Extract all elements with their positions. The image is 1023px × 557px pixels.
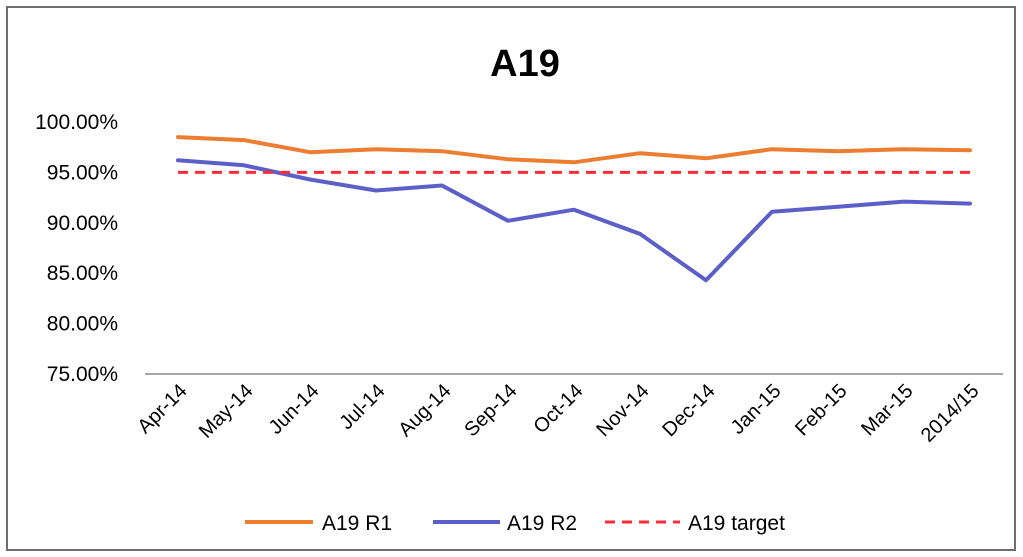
- series-lines: [176, 135, 972, 283]
- y-tick-label: 95.00%: [47, 161, 118, 184]
- legend-label: A19 target: [688, 512, 785, 535]
- y-tick-label: 80.00%: [47, 313, 118, 336]
- x-tick-label: Nov-14: [592, 380, 653, 441]
- x-tick-label: Dec-14: [658, 380, 719, 441]
- x-tick-label: Apr-14: [134, 380, 192, 438]
- x-tick-label: Mar-15: [857, 380, 917, 440]
- x-tick-label: Jun-14: [265, 380, 324, 439]
- y-tick-label: 100.00%: [35, 111, 118, 134]
- series-line-a19-r2: [176, 158, 972, 283]
- y-tick-label: 90.00%: [47, 212, 118, 235]
- x-tick-label: Jul-14: [335, 380, 389, 434]
- y-tick-label: 75.00%: [47, 363, 118, 386]
- x-tick-label: Oct-14: [530, 380, 588, 438]
- legend-label: A19 R1: [322, 512, 392, 535]
- x-tick-label: Feb-15: [791, 380, 851, 440]
- x-axis-ticks: Apr-14 May-14 Jun-14 Jul-14 Aug-14 Sep-14 Oct-…: [134, 380, 984, 447]
- legend: A19 R1 A19 R2 A19 target: [245, 512, 785, 535]
- x-tick-label: Jan-15: [727, 380, 786, 439]
- chart-title: A19: [490, 43, 560, 85]
- legend-label: A19 R2: [507, 512, 577, 535]
- chart-frame: [6, 6, 1016, 551]
- y-tick-label: 85.00%: [47, 262, 118, 285]
- y-axis-ticks: 75.00% 80.00% 85.00% 90.00% 95.00% 100.00%: [35, 111, 118, 386]
- x-tick-label: May-14: [195, 380, 258, 443]
- x-tick-label: Aug-14: [394, 380, 455, 441]
- x-tick-label: Sep-14: [460, 380, 521, 441]
- series-line-a19-r1: [176, 135, 972, 165]
- x-tick-label: 2014/15: [917, 380, 984, 447]
